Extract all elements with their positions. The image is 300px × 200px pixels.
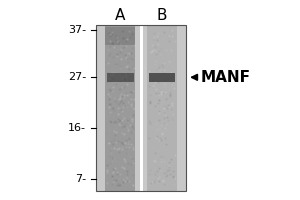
FancyBboxPatch shape (105, 27, 135, 45)
FancyBboxPatch shape (107, 73, 134, 82)
Text: 37-: 37- (68, 25, 86, 35)
Text: B: B (157, 8, 167, 23)
FancyBboxPatch shape (105, 25, 135, 191)
FancyBboxPatch shape (148, 73, 175, 82)
Text: 27-: 27- (68, 72, 86, 82)
Text: 16-: 16- (68, 123, 86, 133)
FancyBboxPatch shape (97, 25, 186, 191)
FancyBboxPatch shape (140, 25, 142, 191)
Text: A: A (115, 8, 125, 23)
Text: MANF: MANF (201, 70, 251, 85)
FancyBboxPatch shape (147, 25, 177, 191)
Text: 7-: 7- (75, 174, 86, 184)
